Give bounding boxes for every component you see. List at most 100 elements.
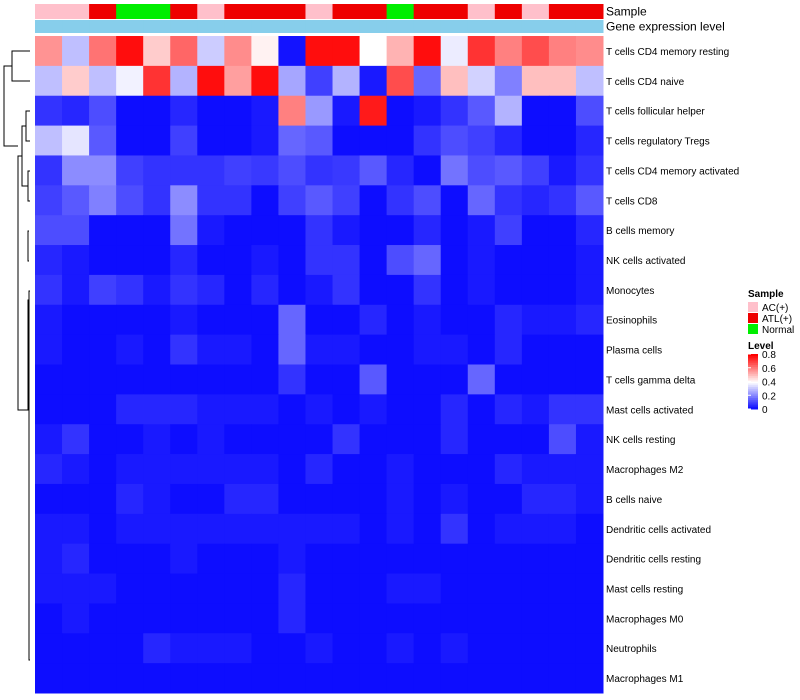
heatmap-cell [440,304,469,336]
heatmap-cell [143,334,171,365]
heatmap-cell [197,394,225,425]
sample-cell [332,4,361,19]
sample-cell [359,4,388,19]
heatmap-cell [89,125,117,156]
row-label: Neutrophils [606,644,657,655]
heatmap-cell [575,364,604,395]
heatmap-cell [170,304,198,336]
heatmap-cell [305,185,334,216]
heatmap-cell [305,36,334,67]
row-label: T cells regulatory Tregs [606,137,710,148]
heatmap-cell [494,663,523,694]
heatmap-cell [575,454,604,485]
heatmap-cell [386,513,415,545]
heatmap-cell [116,36,144,67]
heatmap-cell [386,185,415,216]
heatmap-cell [35,454,63,485]
row-label: Macrophages M1 [606,674,684,685]
expression-cell [116,20,144,33]
heatmap-cell [413,215,442,246]
heatmap-cell [359,125,388,156]
heatmap-cell [575,245,604,276]
heatmap-cell [521,454,550,485]
heatmap-cell [62,274,90,306]
heatmap-cell [548,185,577,216]
heatmap-cell [467,603,496,634]
row-label: Monocytes [606,286,654,297]
heatmap-cell [89,304,117,336]
heatmap-cell [62,543,90,575]
heatmap-cell [197,304,225,336]
heatmap-cell [170,125,198,156]
heatmap-cell [116,274,144,306]
heatmap-cell [170,36,198,67]
heatmap-cell [575,95,604,127]
heatmap-cell [386,155,415,186]
heatmap-cell [143,95,171,127]
heatmap-cell [62,245,90,276]
heatmap-cell [548,573,577,604]
heatmap-cell [251,245,279,276]
heatmap-cell [440,633,469,664]
heatmap-cell [494,543,523,575]
heatmap-cell [548,155,577,186]
heatmap-cell [332,304,361,336]
heatmap-cell [494,185,523,216]
heatmap-cell [116,334,144,365]
heatmap-cell [575,36,604,67]
sample-cell [89,4,117,19]
heatmap-cell [251,633,279,664]
heatmap-cell [197,95,225,127]
heatmap-cell [251,36,279,67]
heatmap-cell [197,215,225,246]
heatmap-cell [224,633,252,664]
heatmap-cell [467,364,496,395]
heatmap-cell [170,483,198,515]
heatmap-cell [224,65,252,97]
heatmap-cell [116,603,144,634]
heatmap-cell [440,334,469,365]
expression-cell [440,20,469,33]
heatmap-cell [89,334,117,365]
heatmap-cell [521,95,550,127]
sample-cell [440,4,469,19]
heatmap-cell [197,483,225,515]
heatmap-cell [575,185,604,216]
expression-cell [143,20,171,33]
heatmap-cell [494,65,523,97]
heatmap-cell [359,245,388,276]
heatmap-cell [548,483,577,515]
heatmap-cell [278,155,306,186]
heatmap-cell [197,573,225,604]
heatmap-cell [359,95,388,127]
heatmap-cell [251,663,279,694]
heatmap-cell [224,424,252,455]
heatmap-cell [89,274,117,306]
expression-cell [224,20,252,33]
heatmap-cell [413,185,442,216]
heatmap-cell [332,36,361,67]
heatmap-cell [170,633,198,664]
heatmap-cell [143,364,171,395]
heatmap-cell [224,454,252,485]
row-label: B cells naive [606,495,663,506]
row-label: NK cells activated [606,256,685,267]
heatmap-cell [359,483,388,515]
heatmap-cell [170,274,198,306]
level-tick-label: 0.6 [762,364,776,375]
heatmap-cell [278,36,306,67]
expression-cell [332,20,361,33]
heatmap-cell [332,364,361,395]
row-label: Eosinophils [606,316,657,327]
heatmap-cell [35,304,63,336]
expression-cell [170,20,198,33]
level-gradient-step [748,379,758,382]
heatmap-cell [197,424,225,455]
heatmap-cell [467,304,496,336]
expression-cell [278,20,306,33]
heatmap-cell [251,125,279,156]
heatmap-cell [548,65,577,97]
row-label: Macrophages M2 [606,465,684,476]
heatmap-cell [143,513,171,545]
